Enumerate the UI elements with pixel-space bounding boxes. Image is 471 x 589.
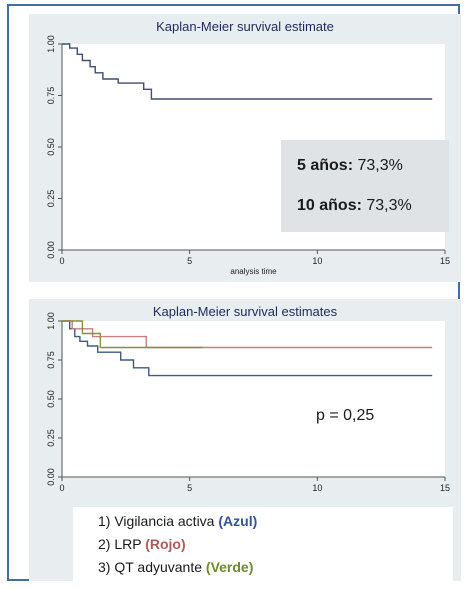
x-tick-label: 10 [312, 256, 322, 266]
survival-curve-3 [62, 320, 203, 349]
legend-color-azul: (Azul) [218, 513, 258, 529]
x-tick-label: 10 [312, 483, 322, 493]
chart-title: Kaplan-Meier survival estimate [156, 19, 334, 34]
legend-color-rojo: (Rojo) [145, 536, 186, 552]
legend-item-lrp: 2) LRP (Rojo) [98, 536, 186, 552]
km-panel-groups: Kaplan-Meier survival estimates 0.00 0.25 0… [29, 299, 461, 585]
survival-info-box: 5 años: 73,3% 10 años: 73,3% [281, 140, 449, 232]
chart-title: Kaplan-Meier survival estimates [153, 304, 338, 319]
plot-area [62, 321, 445, 477]
y-tick-label: 0.25 [46, 429, 56, 447]
legend-box: 1) Vigilancia activa (Azul) 2) LRP (Rojo… [73, 507, 453, 585]
x-tick-label: 15 [440, 256, 450, 266]
km-panel-overall: Kaplan-Meier survival estimate 0.00 0.25 0.… [29, 14, 461, 282]
y-tick-label: 1.00 [46, 35, 56, 53]
ten-year-survival: 10 años: 73,3% [297, 197, 412, 214]
x-axis-label: analysis time [230, 267, 277, 276]
y-tick-label: 0.75 [46, 87, 56, 105]
survival-curve-1 [62, 43, 433, 100]
y-tick-label: 0.00 [46, 468, 56, 486]
y-tick-label: 0.75 [46, 351, 56, 369]
y-tick-label: 0.00 [46, 241, 56, 259]
survival-curve-2 [62, 320, 433, 349]
y-tick-label: 0.25 [46, 190, 56, 208]
x-tick-label: 5 [187, 483, 192, 493]
five-year-survival: 5 años: 73,3% [297, 157, 403, 174]
figure-frame: Kaplan-Meier survival estimate 0.00 0.25 0.… [7, 4, 461, 585]
km-chart-groups: Kaplan-Meier survival estimates 0.00 0.25 0… [46, 304, 450, 493]
x-tick-label: 0 [59, 256, 64, 266]
p-value: p = 0,25 [316, 407, 375, 424]
y-tick-label: 0.50 [46, 138, 56, 156]
y-tick-label: 1.00 [46, 312, 56, 330]
x-tick-label: 0 [59, 483, 64, 493]
y-tick-label: 0.50 [46, 390, 56, 408]
x-tick-label: 15 [440, 483, 450, 493]
legend-item-vigilancia: 1) Vigilancia activa (Azul) [98, 513, 258, 529]
legend-color-verde: (Verde) [205, 559, 254, 575]
x-tick-label: 5 [187, 256, 192, 266]
legend-item-qt: 3) QT adyuvante (Verde) [98, 559, 254, 575]
